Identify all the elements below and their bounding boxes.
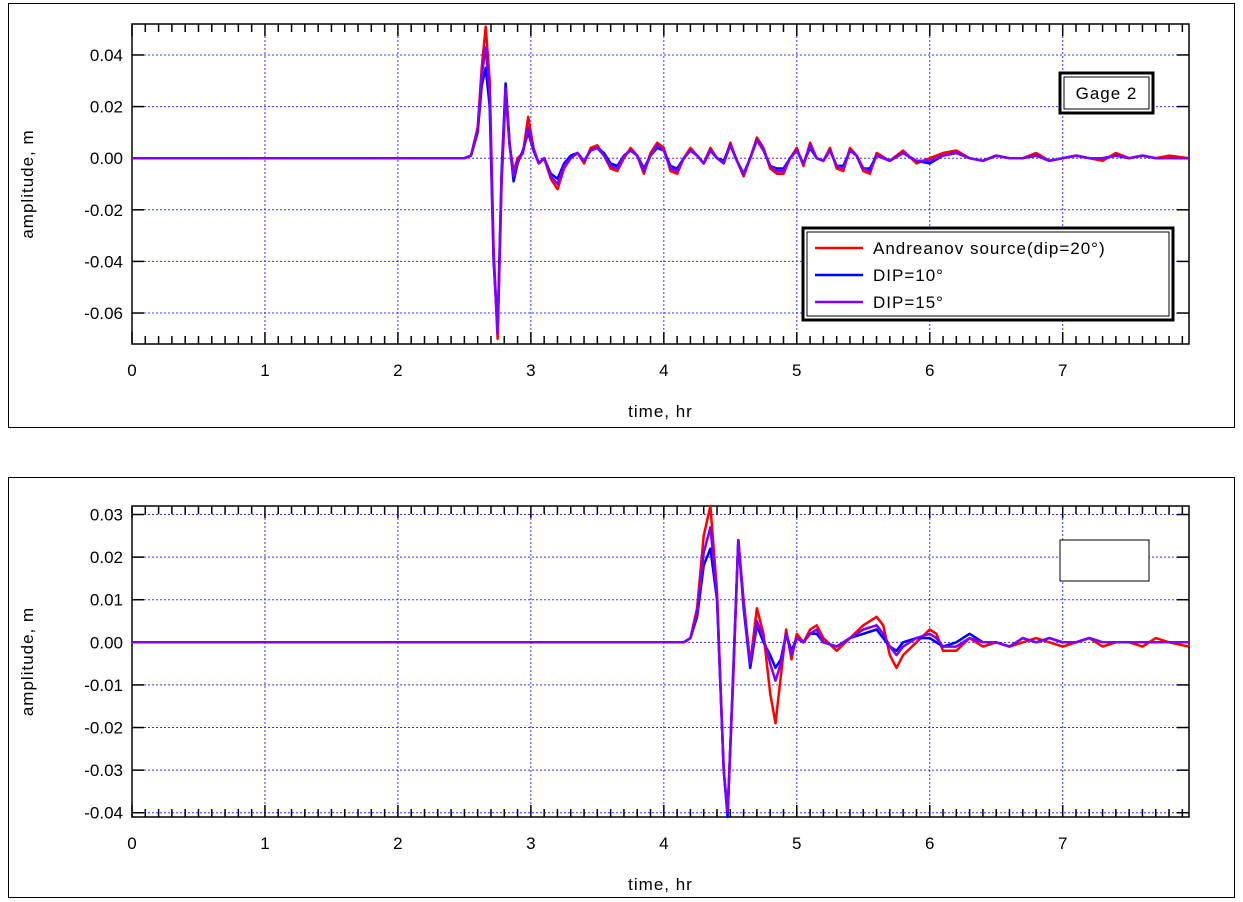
x-tick-label: 5 [792,361,801,380]
legend-label-2: DIP=10° [873,266,944,285]
series-line-3 [132,526,1189,814]
x-tick-label: 7 [1058,361,1067,380]
x-tick-label: 1 [260,361,269,380]
y-tick-label: -0.02 [84,719,123,738]
x-tick-label: 6 [925,361,934,380]
series-line-2 [132,538,1189,819]
y-tick-label: 0.01 [90,591,123,610]
series-line-3 [132,45,1189,335]
annotation-label: Gage 2 [1076,84,1138,103]
y-tick-label: -0.01 [84,676,123,695]
y-tick-label: -0.02 [84,201,123,220]
chart-gage-2: 0 1 2 3 4 5 6 7 0.04 0.02 0.00 -0.02 -0.04 -0.06 time,… [18,23,1190,421]
x-tick-label: 3 [526,834,535,853]
x-tick-label: 0 [127,361,136,380]
x-tick-label: 2 [393,361,402,380]
x-tick-label: 7 [1058,834,1067,853]
y-tick-label: -0.04 [84,252,123,271]
y-tick-label: 0.00 [90,149,123,168]
x-tick-label: 2 [393,834,402,853]
plot-frame [131,505,1190,818]
x-tick-label: 4 [659,361,668,380]
y-tick-label: -0.04 [84,804,123,823]
y-tick-label: 0.03 [90,506,123,525]
legend-label-1: Andreanov source(dip=20°) [873,239,1106,258]
x-axis-title: time, hr [628,875,693,894]
annotation-box [1058,71,1155,115]
legend-box [801,226,1175,322]
y-axis-title: amplitude, m [18,129,37,238]
chart-2: 0 1 2 3 4 5 6 7 0.03 0.02 0.01 0.00 -0.01 -0.02 -0.03 -… [18,504,1190,894]
legend-box-inner [806,231,1170,317]
tick-marks [131,506,1189,817]
series-line-1 [132,504,1190,814]
y-axis-title: amplitude, m [18,607,37,716]
x-tick-label: 0 [127,834,136,853]
grid [131,506,1189,817]
y-tick-label: -0.06 [84,304,123,323]
plot-frame [131,23,1190,345]
x-tick-label: 6 [925,834,934,853]
x-axis-title: time, hr [628,402,693,421]
y-tick-label: 0.02 [90,548,123,567]
y-tick-label: 0.00 [90,633,123,652]
x-tick-label: 4 [659,834,668,853]
y-tick-label: -0.03 [84,761,123,780]
annotation-box-inner [1063,76,1150,110]
empty-legend-box [1059,539,1150,582]
x-tick-label: 5 [792,834,801,853]
x-tick-label: 3 [526,361,535,380]
y-tick-label: 0.04 [90,46,123,65]
chart-panel-gage-2: 0 1 2 3 4 5 6 7 0.04 0.02 0.00 -0.02 -0.04 -0.06 time,… [8,3,1235,428]
legend-label-3: DIP=15° [873,293,944,312]
chart-panel-2: 0 1 2 3 4 5 6 7 0.03 0.02 0.01 0.00 -0.01 -0.02 -0.03 -… [8,477,1235,898]
x-tick-label: 1 [260,834,269,853]
y-tick-label: 0.02 [90,98,123,117]
